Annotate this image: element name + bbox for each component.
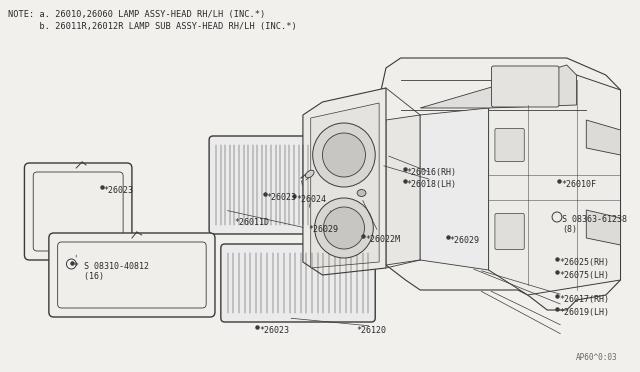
Text: *26023: *26023 — [104, 186, 134, 195]
Text: *26016(RH): *26016(RH) — [406, 168, 456, 177]
Text: *26025(RH): *26025(RH) — [559, 258, 609, 267]
FancyBboxPatch shape — [221, 244, 375, 322]
Text: *26023: *26023 — [267, 193, 297, 202]
FancyBboxPatch shape — [209, 136, 315, 234]
Polygon shape — [586, 120, 621, 155]
Text: *26023: *26023 — [259, 326, 289, 335]
FancyBboxPatch shape — [492, 66, 559, 107]
Polygon shape — [420, 108, 488, 270]
Text: *26120: *26120 — [356, 326, 387, 335]
Text: AP60^0:03: AP60^0:03 — [576, 353, 618, 362]
Polygon shape — [488, 75, 621, 295]
Polygon shape — [381, 58, 621, 310]
Text: *26075(LH): *26075(LH) — [559, 271, 609, 280]
Text: *26029: *26029 — [449, 236, 479, 245]
Circle shape — [313, 123, 375, 187]
Polygon shape — [311, 103, 379, 268]
Polygon shape — [420, 65, 577, 108]
Text: *26019(LH): *26019(LH) — [559, 308, 609, 317]
FancyBboxPatch shape — [495, 128, 524, 161]
FancyBboxPatch shape — [49, 233, 215, 317]
Text: * S 08310-40812
  (16): * S 08310-40812 (16) — [74, 262, 149, 281]
Text: S 08363-61238
(8): S 08363-61238 (8) — [562, 215, 627, 234]
Ellipse shape — [345, 221, 353, 227]
Text: *26017(RH): *26017(RH) — [559, 295, 609, 304]
Text: *26010F: *26010F — [561, 180, 596, 189]
Circle shape — [315, 198, 373, 258]
Polygon shape — [303, 88, 386, 275]
Polygon shape — [586, 210, 621, 245]
Circle shape — [323, 133, 365, 177]
FancyBboxPatch shape — [495, 214, 524, 250]
Text: b. 26011R,26012R LAMP SUB ASSY-HEAD RH/LH (INC.*): b. 26011R,26012R LAMP SUB ASSY-HEAD RH/L… — [8, 22, 296, 31]
Text: *26029: *26029 — [308, 225, 339, 234]
Text: NOTE: a. 26010,26060 LAMP ASSY-HEAD RH/LH (INC.*): NOTE: a. 26010,26060 LAMP ASSY-HEAD RH/L… — [8, 10, 265, 19]
Text: *26018(LH): *26018(LH) — [406, 180, 456, 189]
Text: *26011D: *26011D — [234, 218, 269, 227]
FancyBboxPatch shape — [24, 163, 132, 260]
Ellipse shape — [357, 189, 366, 196]
Ellipse shape — [305, 170, 314, 178]
Circle shape — [323, 207, 364, 249]
Text: *26024: *26024 — [296, 195, 326, 204]
Text: *26022M: *26022M — [365, 235, 401, 244]
Polygon shape — [386, 115, 420, 265]
